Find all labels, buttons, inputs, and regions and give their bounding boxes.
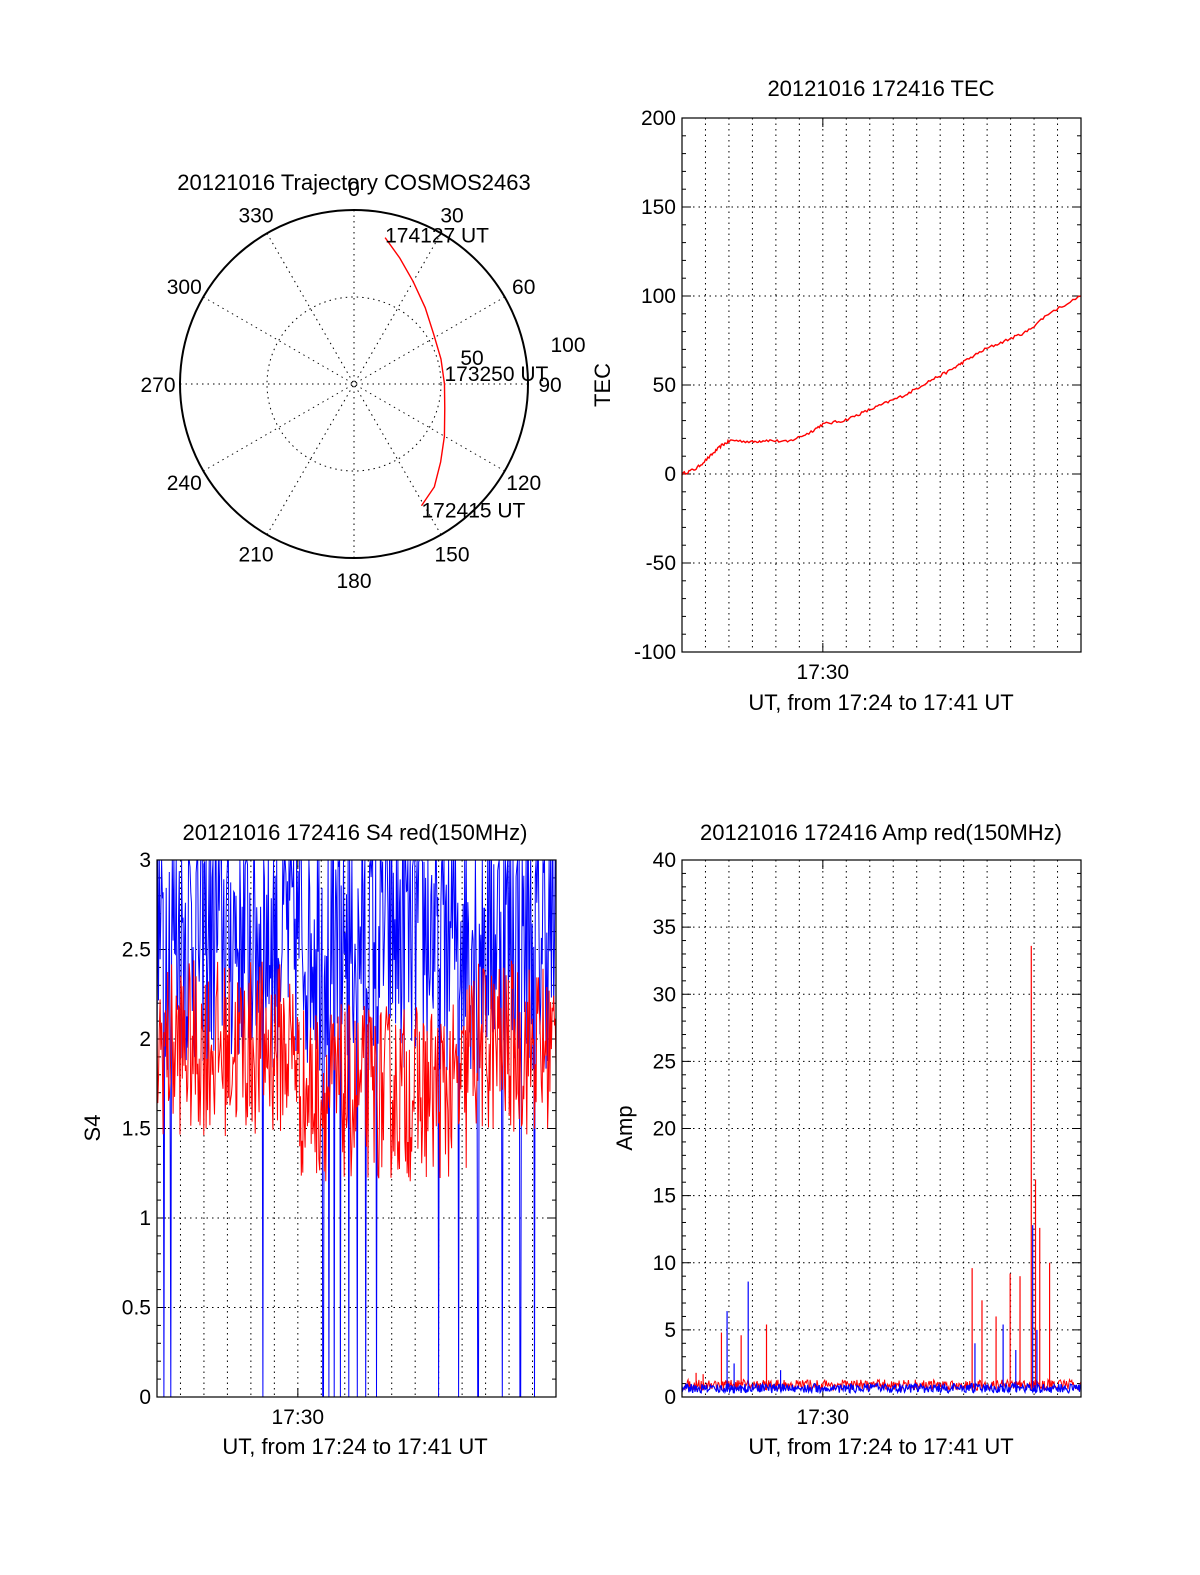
y-tick-label: 25 xyxy=(653,1050,676,1073)
y-tick-label: 0.5 xyxy=(122,1297,151,1320)
x-tick-label: 17:30 xyxy=(272,1406,325,1429)
plot-frame xyxy=(681,859,1082,1398)
azimuth-label: 90 xyxy=(538,374,561,397)
azimuth-label: 240 xyxy=(167,472,202,495)
polar-spoke xyxy=(266,233,442,535)
azimuth-label: 270 xyxy=(140,374,175,397)
azimuth-label: 210 xyxy=(238,544,273,567)
plot-frame xyxy=(681,117,1082,653)
s4-y-axis-label: S4 xyxy=(80,1115,105,1142)
y-tick-label: 40 xyxy=(653,849,676,872)
amp-y-axis-label: Amp xyxy=(612,1105,637,1150)
tec-series-line xyxy=(681,295,1082,476)
y-tick-label: 10 xyxy=(653,1252,676,1275)
azimuth-label: 60 xyxy=(512,276,535,299)
y-tick-label: 150 xyxy=(641,196,676,219)
azimuth-label: 330 xyxy=(238,204,273,227)
y-tick-label: 1 xyxy=(139,1207,151,1230)
tec-x-axis-label: UT, from 17:24 to 17:41 UT xyxy=(748,690,1013,715)
radial-label: 100 xyxy=(550,334,585,357)
y-tick-label: 100 xyxy=(641,285,676,308)
y-tick-label: 3 xyxy=(139,849,151,872)
amp-chart: 20121016 172416 Amp red(150MHz) Amp UT, … xyxy=(612,820,1082,1459)
trajectory-time-label: 172415 UT xyxy=(421,500,525,523)
s4-red-series xyxy=(156,960,557,1182)
y-tick-label: 30 xyxy=(653,983,676,1006)
s4-chart: 20121016 172416 S4 red(150MHz) S4 UT, fr… xyxy=(80,820,557,1459)
y-tick-label: 0 xyxy=(664,463,676,486)
x-tick-label: 17:30 xyxy=(797,1406,850,1429)
amp-chart-title: 20121016 172416 Amp red(150MHz) xyxy=(700,820,1062,845)
y-tick-label: -50 xyxy=(646,552,676,575)
tec-chart: 20121016 172416 TEC TEC UT, from 17:24 t… xyxy=(590,76,1082,715)
y-tick-label: 15 xyxy=(653,1185,676,1208)
tec-chart-title: 20121016 172416 TEC xyxy=(767,76,994,101)
azimuth-label: 120 xyxy=(506,472,541,495)
plot-frame xyxy=(156,859,557,1398)
y-tick-label: 1.5 xyxy=(122,1118,151,1141)
x-tick-label: 17:30 xyxy=(797,661,850,684)
azimuth-label: 150 xyxy=(434,544,469,567)
s4-x-axis-label: UT, from 17:24 to 17:41 UT xyxy=(222,1434,487,1459)
trajectory-track xyxy=(384,237,446,507)
y-tick-label: -100 xyxy=(634,641,676,664)
s4-blue-series xyxy=(156,859,556,1398)
azimuth-label: 180 xyxy=(336,570,371,593)
y-tick-label: 35 xyxy=(653,916,676,939)
y-tick-label: 200 xyxy=(641,107,676,130)
y-tick-label: 2.5 xyxy=(122,939,151,962)
polar-grid-circle xyxy=(266,296,442,472)
polar-trajectory-chart: 20121016 Trajectory COSMOS2463 0 30 60 90 12… xyxy=(140,170,585,593)
polar-spoke xyxy=(266,233,442,535)
polar-chart-title: 20121016 Trajectory COSMOS2463 xyxy=(177,170,530,195)
y-tick-label: 20 xyxy=(653,1118,676,1141)
y-tick-label: 2 xyxy=(139,1028,151,1051)
azimuth-label: 300 xyxy=(167,276,202,299)
y-tick-label: 5 xyxy=(664,1319,676,1342)
y-tick-label: 0 xyxy=(139,1386,151,1409)
s4-chart-title: 20121016 172416 S4 red(150MHz) xyxy=(183,820,528,845)
azimuth-label: 0 xyxy=(348,178,360,201)
azimuth-label: 30 xyxy=(440,204,463,227)
tec-y-axis-label: TEC xyxy=(590,363,615,407)
trajectory-time-label: 174127 UT xyxy=(385,225,489,248)
amp-x-axis-label: UT, from 17:24 to 17:41 UT xyxy=(748,1434,1013,1459)
radial-label: 50 xyxy=(460,347,483,370)
trajectory-time-label: 173250 UT xyxy=(444,363,548,386)
y-tick-label: 0 xyxy=(664,1386,676,1409)
y-tick-label: 50 xyxy=(653,374,676,397)
